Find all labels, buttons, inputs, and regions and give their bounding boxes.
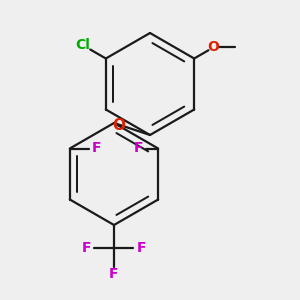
Text: F: F <box>81 241 91 254</box>
Text: F: F <box>137 241 147 254</box>
Text: F: F <box>92 142 102 155</box>
Text: F: F <box>134 142 143 155</box>
Text: F: F <box>109 268 119 281</box>
Text: Cl: Cl <box>75 38 90 52</box>
Text: O: O <box>208 40 220 54</box>
Text: O: O <box>112 118 125 134</box>
